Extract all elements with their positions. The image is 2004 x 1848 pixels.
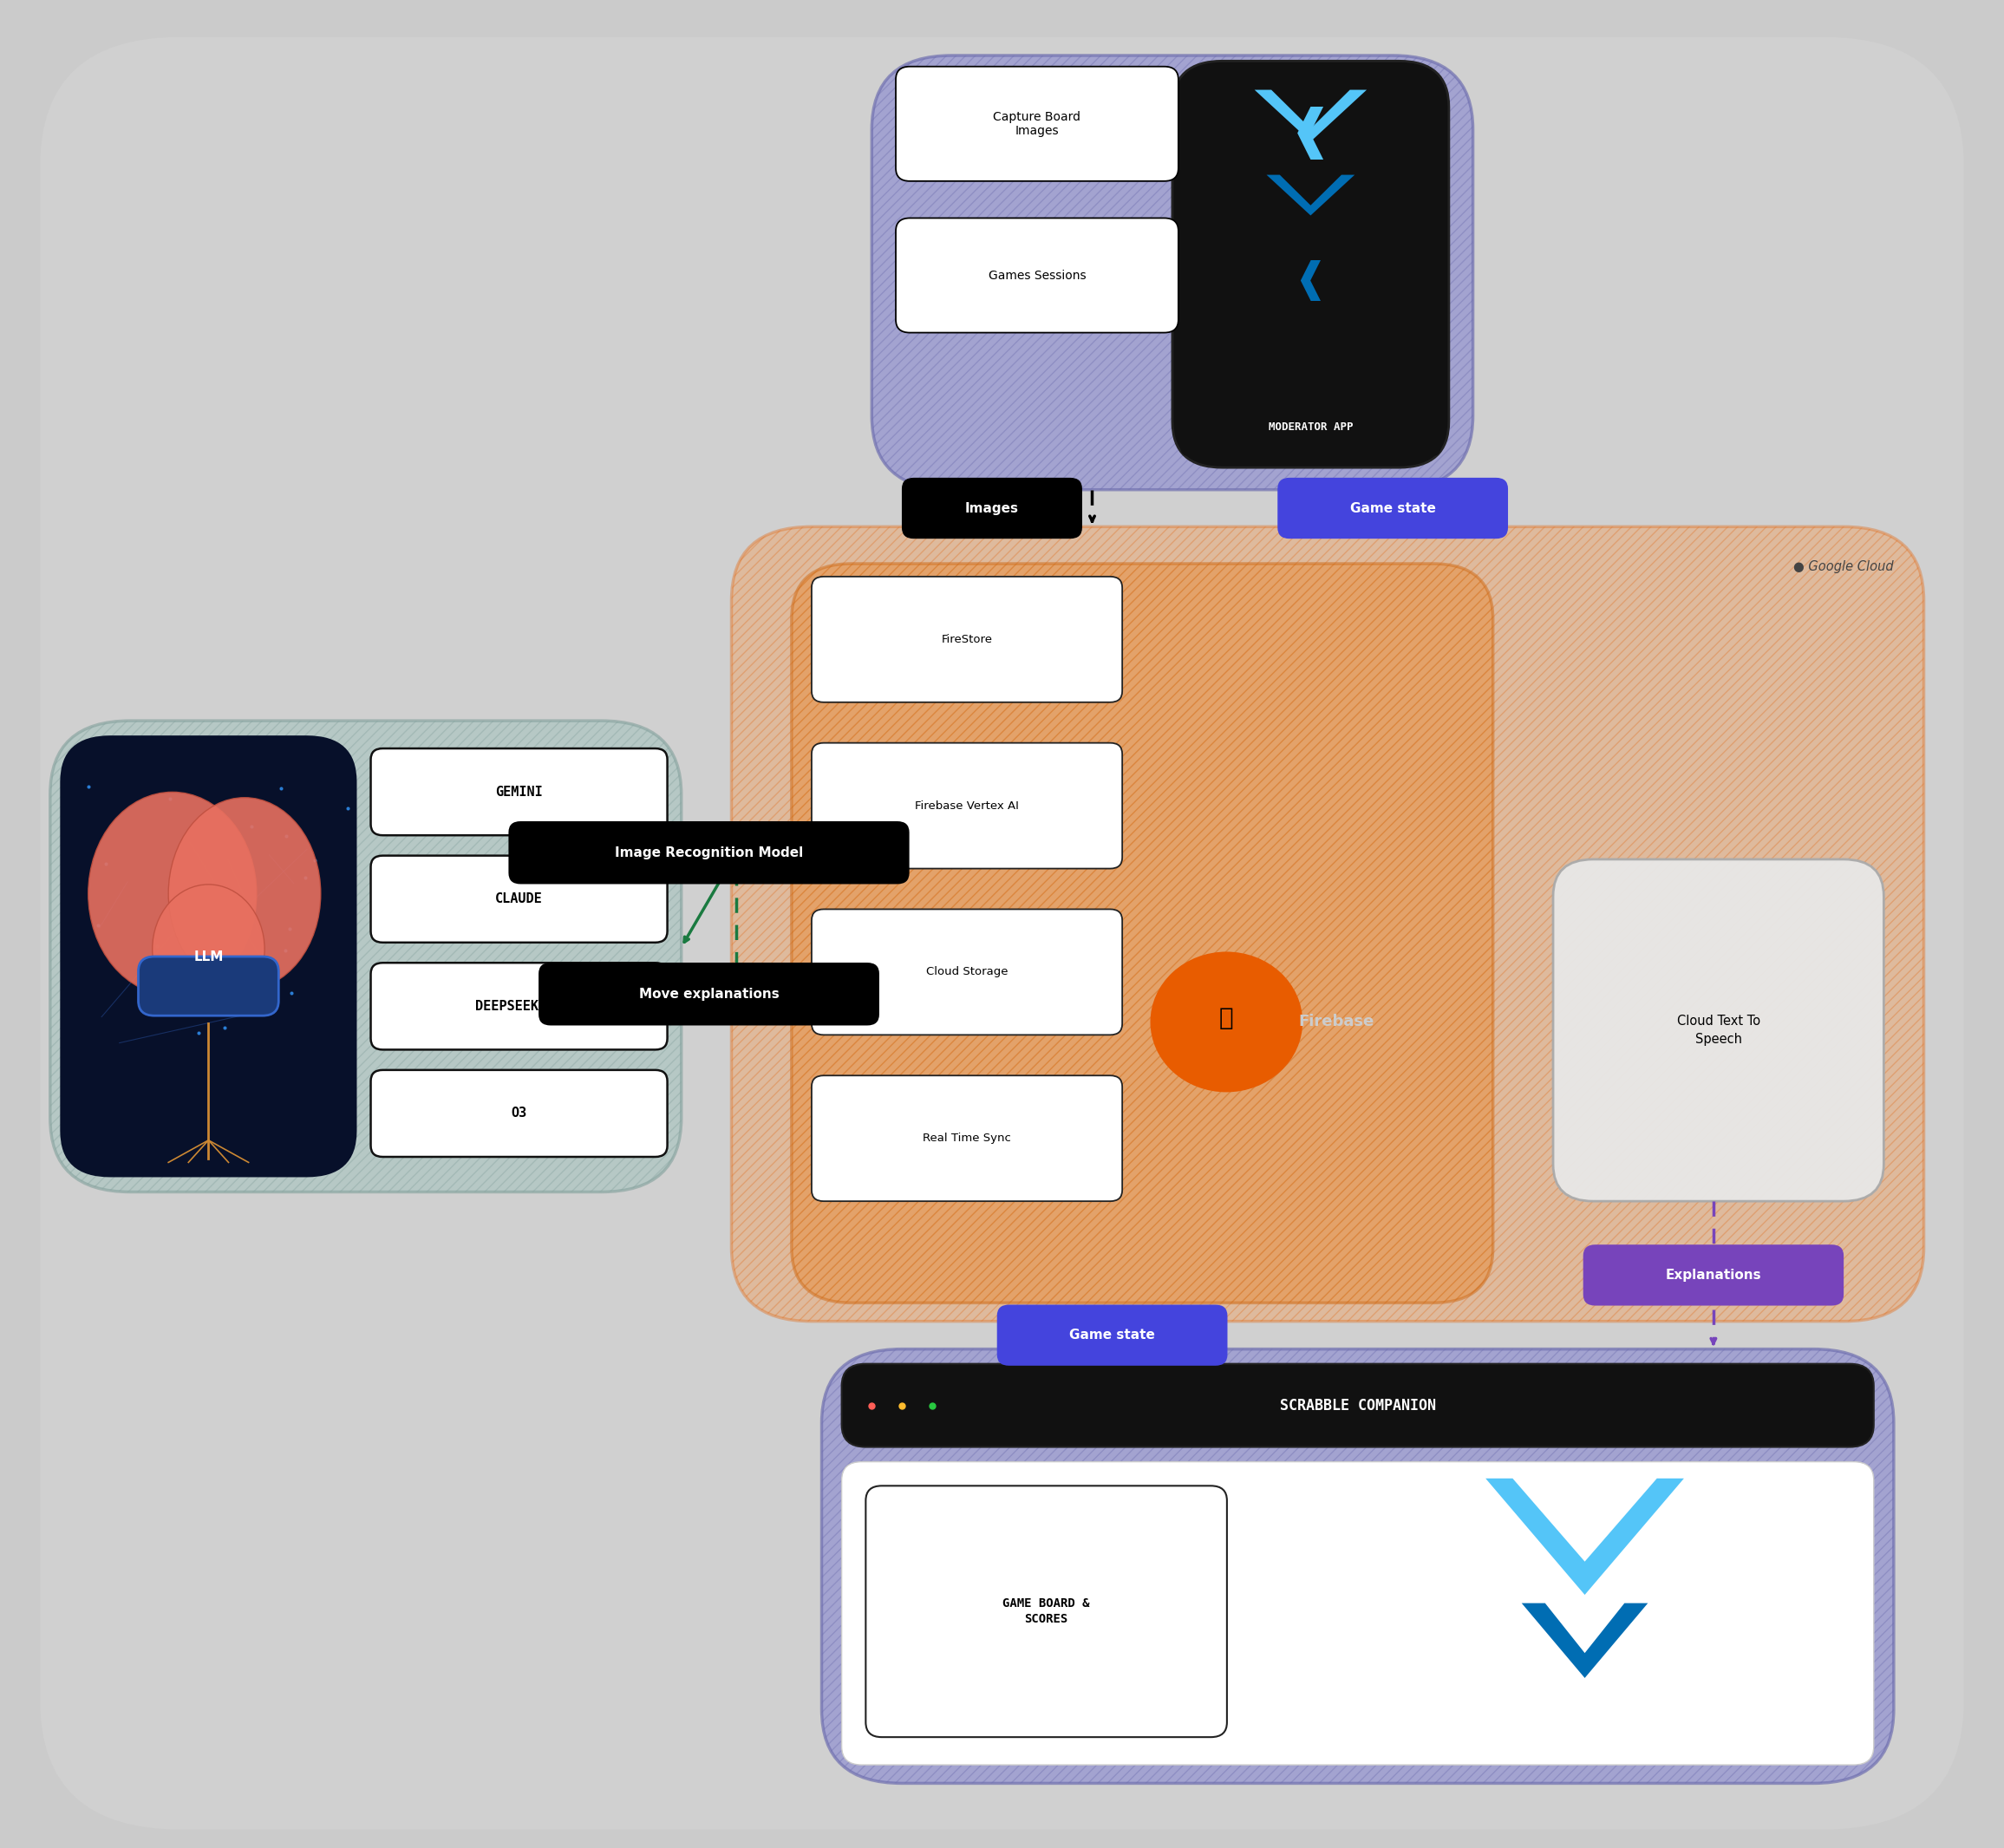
FancyBboxPatch shape bbox=[731, 527, 1924, 1321]
Text: Move explanations: Move explanations bbox=[639, 987, 780, 1000]
Text: FireStore: FireStore bbox=[942, 634, 992, 645]
FancyBboxPatch shape bbox=[896, 67, 1178, 181]
Text: DEEPSEEK R1: DEEPSEEK R1 bbox=[475, 1000, 563, 1013]
Ellipse shape bbox=[88, 793, 257, 996]
FancyBboxPatch shape bbox=[1553, 859, 1884, 1201]
FancyBboxPatch shape bbox=[539, 963, 880, 1026]
Polygon shape bbox=[1267, 176, 1355, 216]
Text: Explanations: Explanations bbox=[1665, 1268, 1762, 1283]
Circle shape bbox=[1150, 952, 1303, 1092]
FancyBboxPatch shape bbox=[792, 564, 1493, 1303]
FancyBboxPatch shape bbox=[371, 748, 667, 835]
FancyBboxPatch shape bbox=[872, 55, 1473, 490]
Polygon shape bbox=[1485, 1478, 1683, 1595]
Text: ● Google Cloud: ● Google Cloud bbox=[1794, 560, 1894, 573]
Text: CLAUDE: CLAUDE bbox=[495, 893, 543, 906]
Text: 🔥: 🔥 bbox=[1218, 1005, 1234, 1031]
FancyBboxPatch shape bbox=[902, 477, 1082, 540]
FancyBboxPatch shape bbox=[1180, 397, 1441, 456]
Text: Game state: Game state bbox=[1351, 501, 1435, 516]
Text: SCRABBLE COMPANION: SCRABBLE COMPANION bbox=[1281, 1397, 1435, 1414]
Text: Game state: Game state bbox=[1070, 1329, 1154, 1342]
FancyBboxPatch shape bbox=[509, 821, 910, 883]
Text: GAME BOARD &
SCORES: GAME BOARD & SCORES bbox=[1002, 1597, 1090, 1626]
Ellipse shape bbox=[152, 885, 265, 1015]
FancyBboxPatch shape bbox=[842, 1462, 1874, 1765]
FancyBboxPatch shape bbox=[812, 1076, 1122, 1201]
Polygon shape bbox=[1255, 91, 1367, 142]
FancyBboxPatch shape bbox=[896, 218, 1178, 333]
FancyBboxPatch shape bbox=[812, 909, 1122, 1035]
Text: Games Sessions: Games Sessions bbox=[988, 270, 1086, 281]
FancyBboxPatch shape bbox=[371, 963, 667, 1050]
Text: Images: Images bbox=[966, 501, 1018, 516]
Text: ❰: ❰ bbox=[1289, 107, 1333, 159]
Text: LLM: LLM bbox=[194, 950, 222, 963]
FancyBboxPatch shape bbox=[1172, 61, 1449, 468]
FancyBboxPatch shape bbox=[842, 1364, 1874, 1447]
FancyBboxPatch shape bbox=[1583, 1246, 1844, 1305]
FancyBboxPatch shape bbox=[138, 957, 279, 1016]
FancyBboxPatch shape bbox=[371, 1070, 667, 1157]
FancyBboxPatch shape bbox=[998, 1305, 1226, 1366]
Text: Firebase: Firebase bbox=[1299, 1015, 1375, 1029]
Text: O3: O3 bbox=[511, 1107, 527, 1120]
Text: MODERATOR APP: MODERATOR APP bbox=[1269, 421, 1353, 432]
Text: Image Recognition Model: Image Recognition Model bbox=[615, 846, 804, 859]
FancyBboxPatch shape bbox=[40, 37, 1964, 1830]
Polygon shape bbox=[1521, 1602, 1647, 1678]
Text: ❰: ❰ bbox=[1293, 261, 1329, 301]
FancyBboxPatch shape bbox=[50, 721, 681, 1192]
FancyBboxPatch shape bbox=[812, 743, 1122, 869]
Text: Capture Board
Images: Capture Board Images bbox=[994, 111, 1080, 137]
FancyBboxPatch shape bbox=[812, 577, 1122, 702]
FancyBboxPatch shape bbox=[1277, 477, 1507, 540]
FancyBboxPatch shape bbox=[866, 1486, 1226, 1737]
FancyBboxPatch shape bbox=[371, 856, 667, 942]
Text: Real Time Sync: Real Time Sync bbox=[922, 1133, 1012, 1144]
Text: Cloud Text To
Speech: Cloud Text To Speech bbox=[1677, 1015, 1760, 1046]
FancyBboxPatch shape bbox=[60, 736, 357, 1177]
FancyBboxPatch shape bbox=[822, 1349, 1894, 1783]
Text: Firebase Vertex AI: Firebase Vertex AI bbox=[916, 800, 1018, 811]
Ellipse shape bbox=[168, 798, 321, 991]
Text: GEMINI: GEMINI bbox=[495, 785, 543, 798]
Text: Cloud Storage: Cloud Storage bbox=[926, 967, 1008, 978]
